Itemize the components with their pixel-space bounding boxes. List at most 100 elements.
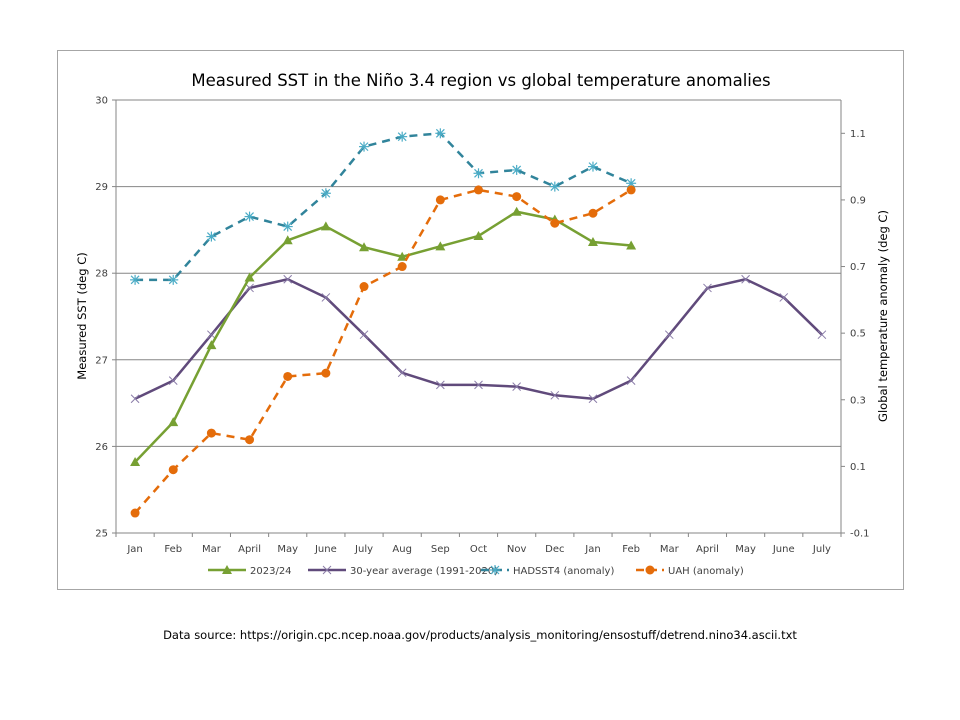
x-tick-label: Feb [622,544,640,555]
data-point [474,380,483,390]
x-tick-label: Aug [392,544,412,555]
x-tick-label: Oct [470,544,487,555]
data-point [817,330,827,340]
y2-tick-label: 0.7 [850,262,866,273]
data-point [359,330,369,340]
x-tick-label: Mar [202,544,222,555]
data-point [359,282,369,292]
data-point [550,390,560,400]
data-point [206,428,216,438]
data-point [490,565,500,575]
y2-tick-label: 0.3 [850,395,866,406]
data-point [244,272,255,282]
series-layer [130,128,827,518]
data-point [435,241,446,251]
x-tick-label: Sep [431,544,450,555]
data-point [206,340,217,350]
data-point [473,168,484,179]
x-tick-label: Jan [126,544,142,555]
data-point [282,235,293,245]
x-tick-label: Nov [507,544,527,555]
data-point [245,435,255,445]
data-point [397,131,408,142]
data-point [473,230,484,240]
data-point [283,274,293,284]
legend-label: 2023/24 [250,566,292,577]
data-point [397,368,407,378]
data-point [320,188,331,199]
x-tick-label: June [314,544,337,555]
y-tick-label: 30 [95,96,108,107]
chart-title: Measured SST in the Niño 3.4 region vs g… [191,71,770,90]
data-point [322,565,332,575]
gridlines [116,99,841,447]
data-point [282,221,293,232]
series-line [135,132,632,282]
y2-tick-label: 0.9 [850,195,866,206]
data-point [321,368,331,378]
data-point [168,417,179,427]
y2-tick-label: 1.1 [850,129,866,140]
y-axis-label: Measured SST (deg C) [75,252,89,379]
y2-tick-label: 0.5 [850,329,866,340]
data-point [283,371,293,381]
x-tick-label: Mar [660,544,680,555]
data-point [626,376,636,385]
data-point [779,293,789,302]
legend-label: 30-year average (1991-2020) [350,566,498,577]
data-point [512,192,522,202]
data-point [645,565,655,575]
data-point [511,164,522,175]
data-point [587,237,598,247]
data-point [435,195,445,205]
data-point [474,185,483,195]
x-tick-label: Feb [164,544,182,555]
data-source-note: Data source: https://origin.cpc.ncep.noa… [163,628,797,642]
data-point [168,376,178,385]
y-tick-label: 28 [95,269,108,280]
axes [115,100,842,534]
y-tick-label: 26 [95,442,108,453]
data-point [359,141,370,152]
x-tick-label: July [812,544,831,555]
legend-item: 2023/24 [208,565,292,577]
chart-frame: Measured SST in the Niño 3.4 region vs g… [57,50,904,590]
data-point [626,240,637,250]
series-line [134,188,632,514]
data-point [206,231,217,242]
data-point [130,394,140,404]
legend-item: UAH (anomaly) [636,565,744,577]
data-point [320,221,331,231]
data-point [435,380,445,390]
data-point [207,330,216,340]
y2-tick-label: -0.1 [850,529,870,540]
legend-item: 30-year average (1991-2020) [308,565,498,577]
data-point [741,274,750,284]
data-point [245,283,254,293]
x-tick-label: June [772,544,795,555]
x-tick-label: May [735,544,756,555]
series-uah-anomaly- [130,185,636,518]
data-point [130,456,141,466]
data-point [244,211,255,222]
x-tick-label: April [238,544,261,555]
data-point [664,330,674,340]
y-tick-label: 27 [95,355,108,366]
data-point [550,218,560,228]
data-point [703,283,712,293]
y2-axis-ticks: -0.1 0.1 0.3 0.5 0.7 0.9 1.1 [841,129,870,540]
x-tick-label: April [696,544,719,555]
data-point [397,251,408,261]
data-point [168,274,179,285]
data-point [588,208,598,218]
legend-label: HADSST4 (anomaly) [513,566,614,577]
y-axis-ticks: 25 26 27 28 29 30 [95,96,116,540]
chart: Measured SST in the Niño 3.4 region vs g… [75,71,890,577]
data-point [168,465,178,475]
data-point [397,262,407,272]
legend-item: HADSST4 (anomaly) [481,565,614,577]
data-point [549,181,560,192]
series-30-year-average-1991-2020- [130,274,827,404]
data-point [626,185,636,195]
y-tick-label: 25 [95,529,108,540]
